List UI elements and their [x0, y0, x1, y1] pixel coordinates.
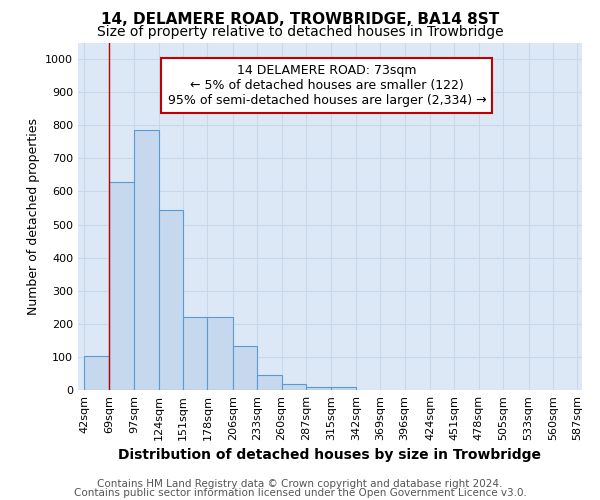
Bar	[306, 386, 331, 390]
Text: Contains HM Land Registry data © Crown copyright and database right 2024.: Contains HM Land Registry data © Crown c…	[97, 479, 503, 489]
Bar	[109, 182, 134, 390]
Text: Size of property relative to detached houses in Trowbridge: Size of property relative to detached ho…	[97, 25, 503, 39]
Bar	[208, 317, 233, 390]
Bar	[158, 210, 183, 390]
Text: 14, DELAMERE ROAD, TROWBRIDGE, BA14 8ST: 14, DELAMERE ROAD, TROWBRIDGE, BA14 8ST	[101, 12, 499, 28]
Y-axis label: Number of detached properties: Number of detached properties	[26, 118, 40, 315]
Bar	[281, 384, 306, 390]
Bar	[233, 346, 257, 390]
Bar	[257, 375, 281, 390]
Bar	[331, 386, 356, 390]
Bar	[183, 317, 208, 390]
Bar	[134, 130, 158, 390]
Text: 14 DELAMERE ROAD: 73sqm
← 5% of detached houses are smaller (122)
95% of semi-de: 14 DELAMERE ROAD: 73sqm ← 5% of detached…	[167, 64, 486, 107]
X-axis label: Distribution of detached houses by size in Trowbridge: Distribution of detached houses by size …	[119, 448, 542, 462]
Text: Contains public sector information licensed under the Open Government Licence v3: Contains public sector information licen…	[74, 488, 526, 498]
Bar	[85, 356, 109, 390]
